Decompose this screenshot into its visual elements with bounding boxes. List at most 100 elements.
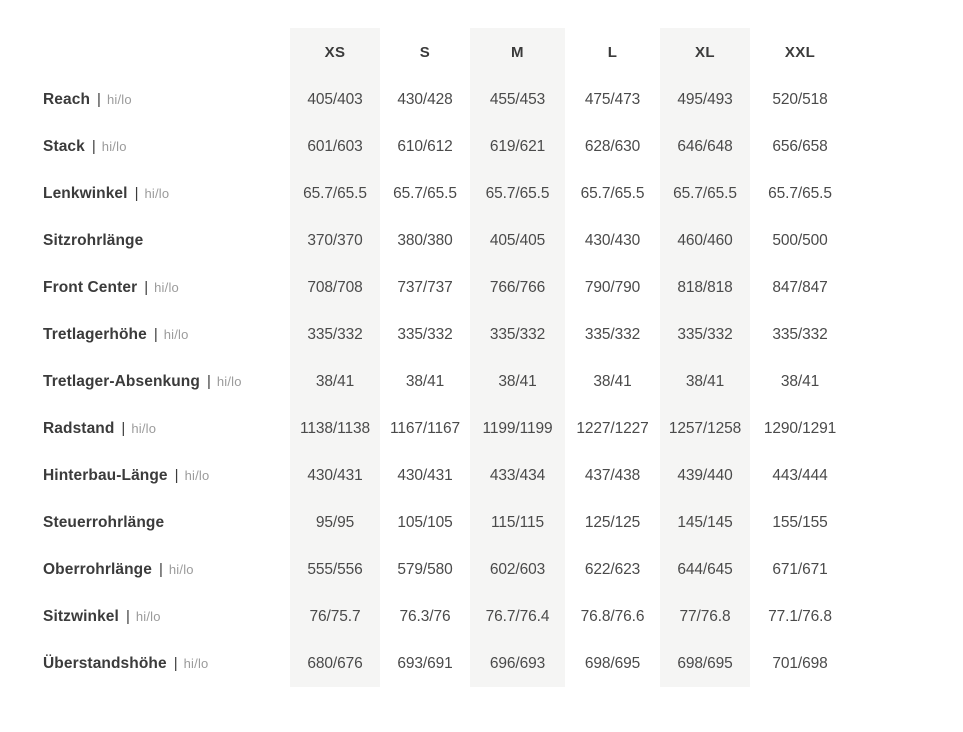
geometry-value: 555/556 <box>290 546 380 593</box>
hi-lo-suffix: hi/lo <box>106 92 132 107</box>
geometry-value: 77.1/76.8 <box>768 607 832 625</box>
geometry-value: 335/332 <box>470 311 565 358</box>
row-label-text: Stack <box>43 137 85 155</box>
table-corner-blank <box>0 28 290 76</box>
row-label-text: Sitzrohrlänge <box>43 231 144 249</box>
row-label: Sitzwinkel | hi/lo <box>0 593 290 640</box>
geometry-value: 335/332 <box>397 325 453 343</box>
row-label: Überstandshöhe | hi/lo <box>0 640 290 687</box>
geometry-value: 155/155 <box>772 513 828 531</box>
row-label: Radstand | hi/lo <box>0 405 290 452</box>
geometry-value: 405/405 <box>470 217 565 264</box>
size-header-xs: XS <box>290 28 380 76</box>
geometry-value: 1227/1227 <box>576 419 649 437</box>
geometry-value: 1290/1291 <box>763 419 837 437</box>
hi-lo-suffix: hi/lo <box>135 609 161 624</box>
geometry-value: 335/332 <box>660 311 750 358</box>
geometry-value: 475/473 <box>584 90 641 108</box>
row-label-text: Sitzwinkel <box>43 607 119 625</box>
geometry-value: 1167/1167 <box>389 419 461 437</box>
geometry-value: 430/430 <box>584 231 641 249</box>
geometry-value: 65.7/65.5 <box>660 170 750 217</box>
geometry-value: 380/380 <box>397 231 453 249</box>
hi-lo-separator: | <box>206 373 211 390</box>
geometry-value: 65.7/65.5 <box>393 184 457 202</box>
geometry-value: 628/630 <box>584 137 641 155</box>
size-header-l: L <box>607 43 618 61</box>
row-label-text: Überstandshöhe <box>43 654 167 672</box>
hi-lo-suffix: hi/lo <box>163 327 189 342</box>
geometry-value: 38/41 <box>405 372 445 390</box>
geometry-value: 790/790 <box>584 278 641 296</box>
hi-lo-suffix: hi/lo <box>154 280 179 295</box>
geometry-value: 38/41 <box>593 372 632 390</box>
geometry-value: 439/440 <box>660 452 750 499</box>
geometry-value: 619/621 <box>470 123 565 170</box>
geometry-value: 495/493 <box>660 76 750 123</box>
geometry-value: 671/671 <box>772 560 828 578</box>
hi-lo-suffix: hi/lo <box>144 186 170 201</box>
row-label-text: Reach <box>43 90 91 108</box>
hi-lo-separator: | <box>158 561 163 578</box>
hi-lo-separator: | <box>121 420 126 437</box>
size-header-m: M <box>470 28 565 76</box>
row-label: Steuerrohrlänge <box>0 499 290 546</box>
geometry-value: 76/75.7 <box>290 593 380 640</box>
geometry-value: 370/370 <box>290 217 380 264</box>
geometry-value: 646/648 <box>660 123 750 170</box>
row-label-text: Steuerrohrlänge <box>43 513 165 531</box>
geometry-value: 65.7/65.5 <box>290 170 380 217</box>
geometry-value: 847/847 <box>772 278 828 296</box>
geometry-value: 443/444 <box>772 466 828 484</box>
geometry-value: 335/332 <box>290 311 380 358</box>
geometry-value: 437/438 <box>584 466 641 484</box>
row-label-text: Lenkwinkel <box>43 184 128 202</box>
row-label: Tretlagerhöhe | hi/lo <box>0 311 290 358</box>
geometry-value: 433/434 <box>470 452 565 499</box>
hi-lo-suffix: hi/lo <box>131 421 157 436</box>
geometry-value: 500/500 <box>772 231 828 249</box>
geometry-value: 77/76.8 <box>660 593 750 640</box>
row-label-text: Radstand <box>43 419 115 437</box>
geometry-value: 430/431 <box>397 466 453 484</box>
geometry-value: 76.8/76.6 <box>580 607 645 625</box>
row-label: Sitzrohrlänge <box>0 217 290 264</box>
geometry-value: 335/332 <box>584 325 641 343</box>
hi-lo-separator: | <box>173 655 178 672</box>
geometry-value: 38/41 <box>660 358 750 405</box>
hi-lo-separator: | <box>174 467 179 484</box>
geometry-value: 656/658 <box>772 137 828 155</box>
geometry-value: 125/125 <box>584 513 641 531</box>
row-label-text: Hinterbau-Länge <box>43 466 168 484</box>
geometry-value: 38/41 <box>290 358 380 405</box>
row-label: Front Center | hi/lo <box>0 264 290 311</box>
row-label-text: Tretlagerhöhe <box>43 325 147 343</box>
hi-lo-separator: | <box>153 326 158 343</box>
geometry-value: 95/95 <box>290 499 380 546</box>
row-label: Oberrohrlänge | hi/lo <box>0 546 290 593</box>
geometry-value: 520/518 <box>772 90 828 108</box>
hi-lo-suffix: hi/lo <box>183 656 209 671</box>
geometry-value: 701/698 <box>772 654 828 672</box>
geometry-value: 405/403 <box>290 76 380 123</box>
geometry-value: 76.3/76 <box>399 607 451 625</box>
geometry-value: 622/623 <box>584 560 641 578</box>
size-header-xxl: XXL <box>784 43 816 61</box>
geometry-value: 335/332 <box>772 325 828 343</box>
geometry-value: 65.7/65.5 <box>470 170 565 217</box>
geometry-value: 145/145 <box>660 499 750 546</box>
geometry-value: 1138/1138 <box>290 405 380 452</box>
geometry-value: 601/603 <box>290 123 380 170</box>
geometry-value: 430/428 <box>397 90 453 108</box>
row-label: Tretlager-Absenkung | hi/lo <box>0 358 290 405</box>
geometry-value: 1257/1258 <box>660 405 750 452</box>
hi-lo-separator: | <box>97 91 101 108</box>
geometry-value: 579/580 <box>397 560 453 578</box>
geometry-value: 65.7/65.5 <box>580 184 645 202</box>
hi-lo-suffix: hi/lo <box>101 139 127 154</box>
geometry-value: 696/693 <box>470 640 565 687</box>
geometry-value: 1199/1199 <box>470 405 565 452</box>
geometry-value: 708/708 <box>290 264 380 311</box>
geometry-value: 38/41 <box>780 372 820 390</box>
geometry-value: 455/453 <box>470 76 565 123</box>
